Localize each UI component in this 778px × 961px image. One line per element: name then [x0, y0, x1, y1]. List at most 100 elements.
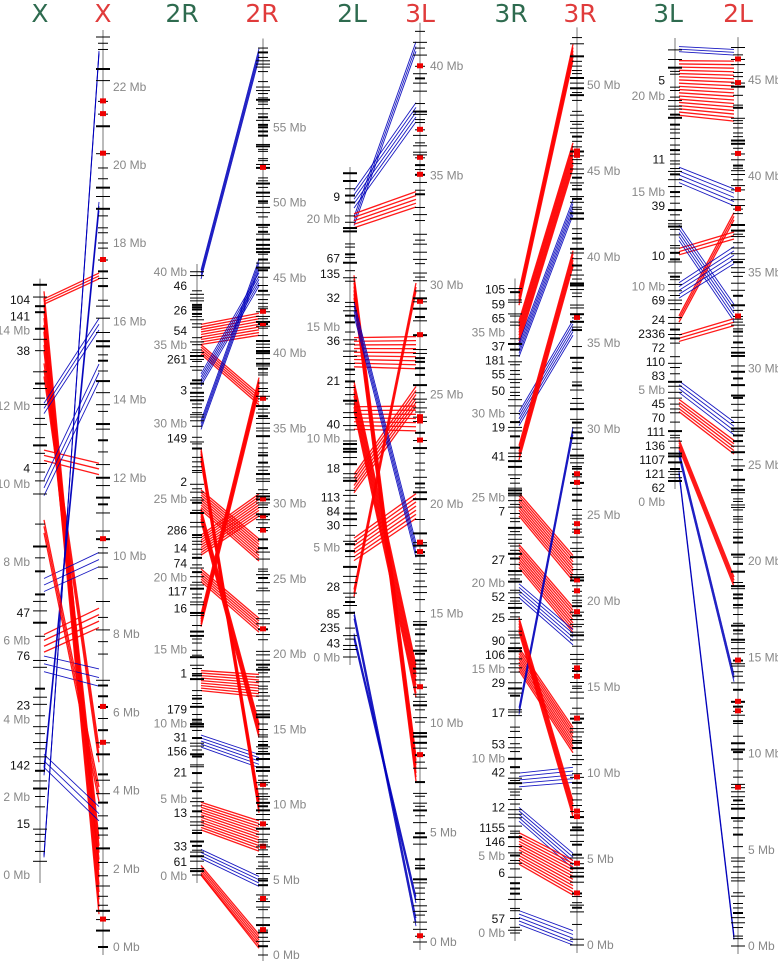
- mb-tick-label: 20 Mb: [154, 571, 188, 585]
- mb-tick-label: 30 Mb: [472, 406, 506, 420]
- synteny-link: [518, 564, 574, 630]
- synteny-link: [43, 754, 100, 807]
- synteny-link: [518, 658, 574, 741]
- synteny-link: [518, 840, 574, 871]
- synteny-link: [518, 552, 574, 618]
- synteny-link: [678, 445, 735, 584]
- marker-highlight: [574, 774, 580, 780]
- synteny-link: [678, 178, 735, 203]
- mb-tick-label: 10 Mb: [587, 766, 621, 780]
- synteny-link: [353, 403, 417, 690]
- synteny-link: [678, 166, 735, 190]
- synteny-link: [518, 923, 574, 946]
- synteny-link: [200, 855, 260, 884]
- synteny-link: [353, 116, 417, 204]
- marker-highlight: [417, 933, 423, 939]
- mb-tick-label: 20 Mb: [430, 497, 464, 511]
- synteny-link: [353, 206, 417, 229]
- synteny-link: [353, 282, 417, 590]
- contig-label: 110: [646, 355, 665, 369]
- contig-label: 38: [17, 344, 31, 358]
- right-chromosome-axis: 0 Mb 5 Mb 10 Mb 15 Mb 20 Mb 25 Mb 30 Mb 35 Mb 40…: [413, 22, 464, 950]
- synteny-link: [353, 358, 417, 362]
- synteny-link: [200, 852, 260, 881]
- contig-label: 235: [320, 621, 340, 635]
- synteny-link: [678, 215, 735, 320]
- synteny-link: [678, 405, 735, 448]
- synteny-link: [43, 459, 100, 476]
- synteny-link: [200, 824, 260, 847]
- synteny-link: [518, 583, 574, 631]
- marker-highlight: [574, 588, 580, 594]
- synteny-link: [518, 203, 574, 347]
- synteny-link: [353, 194, 417, 218]
- marker-highlight: [260, 308, 266, 314]
- synteny-link: [518, 145, 574, 325]
- synteny-link: [353, 46, 417, 222]
- mb-tick-label: 18 Mb: [113, 236, 147, 250]
- synteny-link: [518, 807, 574, 854]
- synteny-link: [518, 167, 574, 345]
- marker-highlight: [574, 148, 580, 154]
- contig-label: 74: [174, 557, 188, 571]
- synteny-link: [518, 590, 574, 638]
- contig-label: 141: [10, 310, 30, 324]
- synteny-link: [200, 858, 260, 887]
- synteny-link: [353, 633, 417, 897]
- synteny-link: [678, 82, 735, 87]
- synteny-link: [518, 860, 574, 893]
- marker-highlight: [735, 657, 741, 663]
- marker-highlight: [574, 479, 580, 485]
- mb-tick-label: 5 Mb: [430, 826, 457, 840]
- mb-tick-label: 5 Mb: [273, 873, 300, 887]
- marker-highlight: [735, 56, 741, 62]
- contig-label: 12: [492, 800, 506, 814]
- synteny-link: [353, 406, 417, 694]
- contig-label: 6: [498, 866, 505, 880]
- synteny-link: [200, 874, 260, 946]
- synteny-link: [43, 614, 100, 641]
- mb-tick-label: 4 Mb: [3, 713, 30, 727]
- synteny-link: [518, 620, 574, 805]
- marker-highlight: [574, 314, 580, 320]
- synteny-link: [353, 366, 417, 370]
- synteny-link: [353, 355, 417, 358]
- synteny-link: [518, 810, 574, 858]
- synteny-link: [678, 408, 735, 452]
- marker-highlight: [100, 703, 106, 709]
- synteny-link: [678, 79, 735, 83]
- marker-highlight: [574, 665, 580, 671]
- synteny-link: [678, 398, 735, 441]
- synteny-link: [353, 306, 417, 548]
- contig-label: 106: [485, 648, 505, 662]
- contig-label: 2336: [638, 327, 665, 341]
- synteny-link: [200, 819, 260, 841]
- mb-tick-label: 0 Mb: [3, 868, 30, 882]
- mb-tick-label: 45 Mb: [748, 73, 778, 87]
- left-chromosome-title: X: [31, 0, 48, 28]
- marker-highlight: [100, 111, 106, 117]
- contig-label: 1155: [479, 821, 505, 835]
- contig-label: 15: [17, 817, 31, 831]
- synteny-link: [678, 63, 735, 66]
- contig-label: 32: [327, 291, 341, 305]
- marker-highlight: [100, 536, 106, 542]
- synteny-link: [43, 372, 100, 489]
- contig-label: 17: [492, 706, 506, 720]
- synteny-link: [678, 254, 735, 291]
- left-chromosome-axis: 0 Mb 2 Mb 4 Mb 6 Mb 8 Mb 10 Mb 12 Mb 14 Mb 104 14…: [0, 278, 47, 883]
- mb-tick-label: 35 Mb: [430, 169, 464, 183]
- contig-label: 31: [174, 731, 188, 745]
- synteny-link: [518, 623, 574, 808]
- synteny-link: [353, 497, 417, 543]
- synteny-link: [518, 910, 574, 932]
- synteny-link: [518, 152, 574, 330]
- synteny-link: [43, 332, 100, 846]
- synteny-link: [518, 913, 574, 935]
- synteny-link: [43, 50, 100, 855]
- contig-label: 30: [327, 519, 341, 533]
- marker-highlight: [417, 549, 423, 555]
- contig-label: 57: [492, 912, 506, 926]
- contig-label: 85: [327, 607, 341, 621]
- contig-label: 65: [492, 311, 506, 325]
